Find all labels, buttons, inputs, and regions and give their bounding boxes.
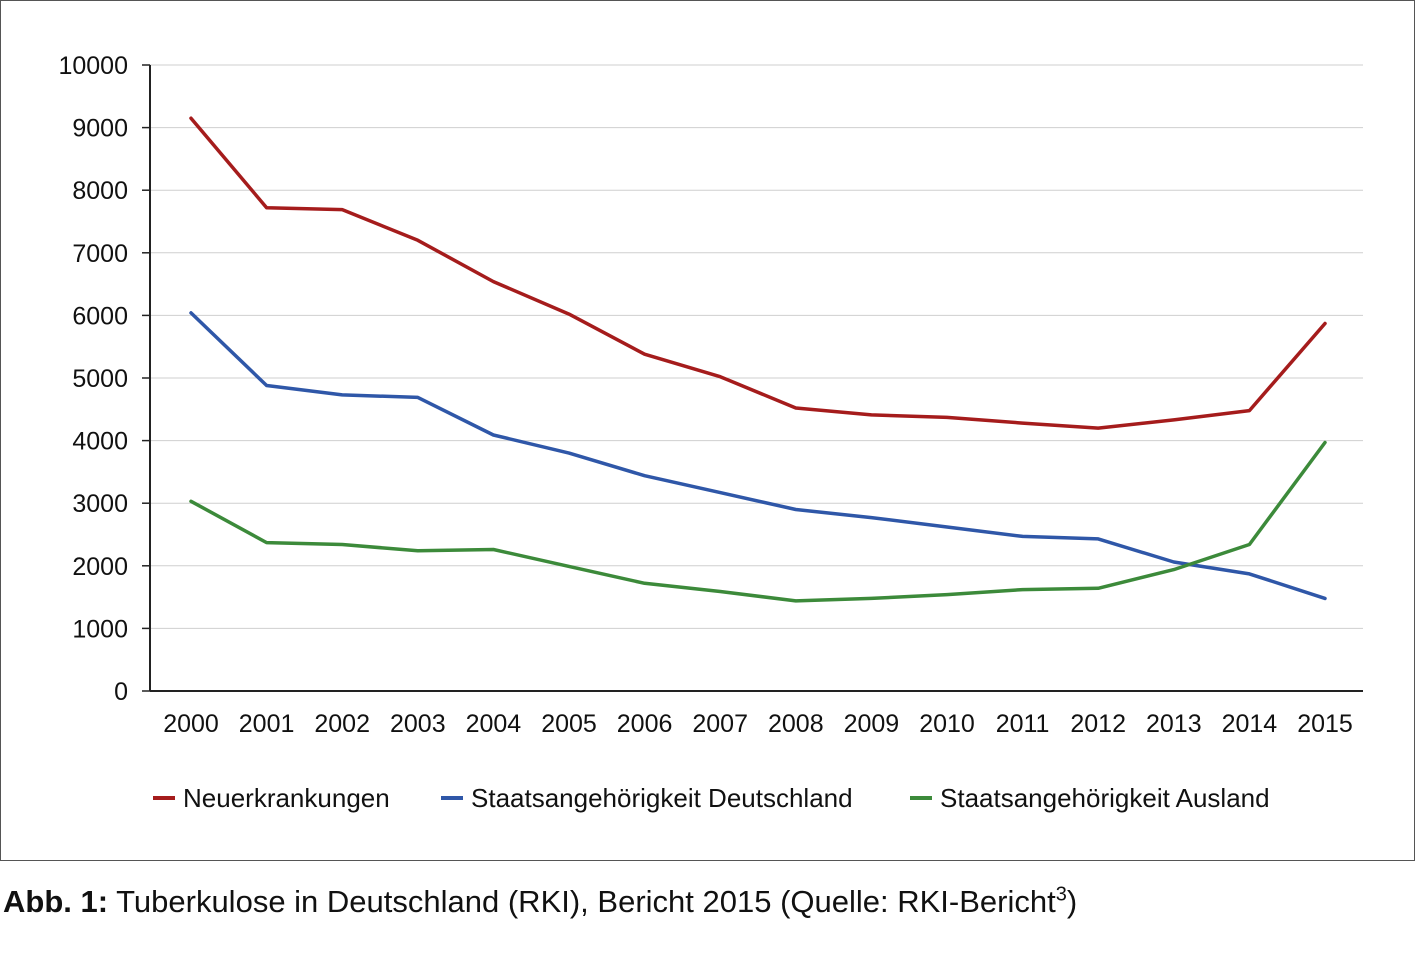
y-tick-label: 5000 [72,365,128,393]
x-tick-label: 2004 [466,710,522,738]
series-line [189,311,1327,601]
x-tick-label: 2007 [692,710,748,738]
y-tick-label: 2000 [72,553,128,581]
legend-label: Neuerkrankungen [183,783,390,813]
series-line [189,440,1327,603]
caption-footnote: 3 [1055,883,1067,906]
x-tick-label: 2006 [617,710,673,738]
x-tick-label: 2011 [996,710,1050,738]
y-tick-label: 0 [114,678,128,706]
caption-close: ) [1066,884,1078,919]
y-tick-label: 8000 [72,177,128,205]
x-tick-label: 2000 [163,710,219,738]
caption-label: Abb. 1: [3,884,109,919]
legend-label: Staatsangehörigkeit Ausland [940,783,1270,813]
x-tick-label: 2013 [1146,710,1202,738]
y-tick-label: 3000 [72,490,128,518]
x-tick-label: 2012 [1070,710,1126,738]
x-tick-label: 2005 [541,710,597,738]
y-tick-label: 6000 [72,302,128,330]
y-tick-label: 7000 [72,240,128,268]
x-tick-label: 2001 [239,710,295,738]
x-tick-label: 2009 [844,710,900,738]
legend-label: Staatsangehörigkeit Deutschland [471,783,853,813]
line-chart: 0 1000 2000 3000 4000 5000 6000 7000 8000 9000 100… [58,52,1363,813]
x-tick-label: 2010 [919,710,975,738]
y-tick-label: 10000 [58,52,128,80]
chart-frame: 0 1000 2000 3000 4000 5000 6000 7000 8000 9000 100… [0,0,1415,861]
y-tick-label: 4000 [72,428,128,456]
x-tick-label: 2003 [390,710,446,738]
caption-text: Tuberkulose in Deutschland (RKI), Berich… [108,884,1056,919]
figure-caption: Abb. 1: Tuberkulose in Deutschland (RKI)… [3,884,1077,920]
x-tick-label: 2008 [768,710,824,738]
y-tick-label: 9000 [72,115,128,143]
y-tick-label: 1000 [72,615,128,643]
series-line [189,116,1327,430]
x-tick-label: 2014 [1222,710,1278,738]
x-tick-label: 2015 [1297,710,1353,738]
x-tick-label: 2002 [314,710,370,738]
